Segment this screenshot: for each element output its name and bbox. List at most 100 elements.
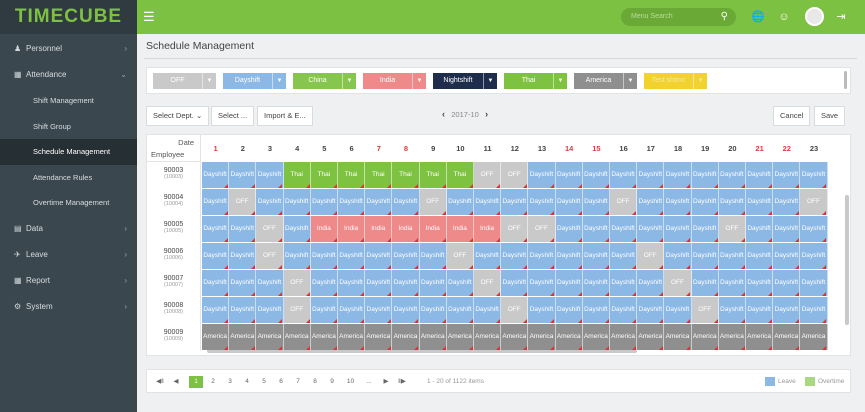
- menu-toggle-icon[interactable]: ☰: [143, 9, 155, 24]
- schedule-cell[interactable]: OFF: [474, 162, 502, 188]
- schedule-cell[interactable]: Dayshift: [365, 189, 393, 215]
- schedule-cell[interactable]: Dayshift: [283, 243, 311, 269]
- schedule-cell[interactable]: Thai: [446, 162, 474, 188]
- schedule-cell[interactable]: Dayshift: [582, 189, 610, 215]
- schedule-cell[interactable]: OFF: [691, 297, 719, 323]
- app-logo[interactable]: TIMECUBE: [0, 0, 137, 34]
- schedule-cell[interactable]: Dayshift: [773, 189, 801, 215]
- schedule-cell[interactable]: Dayshift: [202, 297, 230, 323]
- schedule-cell[interactable]: Dayshift: [664, 297, 692, 323]
- schedule-cell[interactable]: Dayshift: [555, 270, 583, 296]
- schedule-cell[interactable]: Dayshift: [637, 297, 665, 323]
- schedule-cell[interactable]: America: [365, 324, 393, 350]
- chevron-down-icon[interactable]: ▼: [202, 73, 216, 89]
- schedule-cell[interactable]: Dayshift: [746, 243, 774, 269]
- shift-option[interactable]: Thai ▼: [504, 73, 567, 89]
- sidebar-item-shift-group[interactable]: Shift Group: [0, 113, 137, 139]
- schedule-cell[interactable]: Dayshift: [202, 243, 230, 269]
- page-number[interactable]: 2: [211, 378, 215, 385]
- shift-option[interactable]: Dayshift ▼: [223, 73, 286, 89]
- first-page-icon[interactable]: ◀‖: [156, 378, 164, 385]
- schedule-cell[interactable]: Dayshift: [773, 270, 801, 296]
- schedule-cell[interactable]: Dayshift: [610, 216, 638, 242]
- schedule-cell[interactable]: Dayshift: [691, 270, 719, 296]
- schedule-cell[interactable]: America: [392, 324, 420, 350]
- last-page-icon[interactable]: ‖▶: [398, 378, 406, 385]
- schedule-cell[interactable]: OFF: [419, 189, 447, 215]
- schedule-cell[interactable]: Dayshift: [392, 270, 420, 296]
- sidebar-group-data[interactable]: ▤ Data ›: [0, 216, 137, 242]
- shift-option[interactable]: Test shtmc ▼: [644, 73, 707, 89]
- page-number[interactable]: ...: [366, 378, 372, 385]
- schedule-cell[interactable]: Dayshift: [256, 297, 284, 323]
- schedule-cell[interactable]: America: [610, 324, 638, 350]
- schedule-cell[interactable]: Dayshift: [610, 270, 638, 296]
- schedule-cell[interactable]: OFF: [501, 162, 529, 188]
- shift-option[interactable]: OFF ▼: [153, 73, 216, 89]
- schedule-cell[interactable]: Dayshift: [637, 162, 665, 188]
- schedule-cell[interactable]: Dayshift: [419, 297, 447, 323]
- next-month-icon[interactable]: ›: [485, 109, 489, 119]
- chevron-down-icon[interactable]: ▼: [483, 73, 497, 89]
- page-number[interactable]: 6: [279, 378, 283, 385]
- schedule-cell[interactable]: Dayshift: [338, 297, 366, 323]
- schedule-cell[interactable]: Thai: [419, 162, 447, 188]
- shift-option[interactable]: America ▼: [574, 73, 637, 89]
- schedule-cell[interactable]: Dayshift: [555, 216, 583, 242]
- schedule-cell[interactable]: Dayshift: [310, 270, 338, 296]
- schedule-cell[interactable]: OFF: [637, 243, 665, 269]
- schedule-cell[interactable]: America: [582, 324, 610, 350]
- schedule-cell[interactable]: Dayshift: [718, 243, 746, 269]
- schedule-cell[interactable]: Dayshift: [800, 297, 828, 323]
- schedule-cell[interactable]: India: [392, 216, 420, 242]
- schedule-cell[interactable]: Dayshift: [637, 216, 665, 242]
- schedule-cell[interactable]: Dayshift: [229, 243, 257, 269]
- schedule-cell[interactable]: America: [528, 324, 556, 350]
- schedule-cell[interactable]: Dayshift: [610, 162, 638, 188]
- sidebar-item-shift-management[interactable]: Shift Management: [0, 88, 137, 114]
- schedule-cell[interactable]: Dayshift: [501, 189, 529, 215]
- page-number[interactable]: 9: [330, 378, 334, 385]
- next-page-icon[interactable]: ▶: [383, 378, 389, 385]
- schedule-cell[interactable]: Dayshift: [229, 216, 257, 242]
- schedule-cell[interactable]: Dayshift: [474, 189, 502, 215]
- schedule-cell[interactable]: Dayshift: [310, 243, 338, 269]
- select-dept-dropdown[interactable]: Select Dept. ⌄: [146, 106, 210, 126]
- schedule-cell[interactable]: Dayshift: [501, 270, 529, 296]
- schedule-cell[interactable]: OFF: [528, 216, 556, 242]
- page-number[interactable]: 8: [313, 378, 317, 385]
- schedule-cell[interactable]: Thai: [392, 162, 420, 188]
- schedule-cell[interactable]: America: [800, 324, 828, 350]
- schedule-cell[interactable]: Dayshift: [691, 216, 719, 242]
- schedule-cell[interactable]: Dayshift: [256, 270, 284, 296]
- schedule-cell[interactable]: Dayshift: [637, 189, 665, 215]
- chevron-down-icon[interactable]: ▼: [412, 73, 426, 89]
- schedule-cell[interactable]: Dayshift: [746, 297, 774, 323]
- schedule-cell[interactable]: Dayshift: [310, 189, 338, 215]
- page-number[interactable]: 4: [245, 378, 249, 385]
- schedule-cell[interactable]: Dayshift: [773, 216, 801, 242]
- schedule-cell[interactable]: Dayshift: [419, 270, 447, 296]
- schedule-cell[interactable]: Dayshift: [664, 189, 692, 215]
- schedule-cell[interactable]: America: [446, 324, 474, 350]
- schedule-cell[interactable]: Dayshift: [691, 243, 719, 269]
- schedule-cell[interactable]: OFF: [664, 270, 692, 296]
- schedule-cell[interactable]: OFF: [256, 216, 284, 242]
- scrollbar[interactable]: [844, 71, 847, 89]
- schedule-cell[interactable]: Dayshift: [773, 297, 801, 323]
- schedule-cell[interactable]: Dayshift: [718, 297, 746, 323]
- schedule-cell[interactable]: OFF: [800, 189, 828, 215]
- schedule-cell[interactable]: Dayshift: [419, 243, 447, 269]
- shift-option[interactable]: India ▼: [363, 73, 426, 89]
- schedule-cell[interactable]: Dayshift: [555, 189, 583, 215]
- schedule-cell[interactable]: India: [446, 216, 474, 242]
- schedule-cell[interactable]: Dayshift: [202, 189, 230, 215]
- page-number[interactable]: 5: [262, 378, 266, 385]
- schedule-cell[interactable]: Dayshift: [338, 270, 366, 296]
- schedule-cell[interactable]: Dayshift: [664, 162, 692, 188]
- schedule-cell[interactable]: Dayshift: [392, 243, 420, 269]
- schedule-cell[interactable]: Dayshift: [800, 243, 828, 269]
- schedule-cell[interactable]: Dayshift: [664, 216, 692, 242]
- schedule-cell[interactable]: Thai: [338, 162, 366, 188]
- schedule-cell[interactable]: Dayshift: [528, 297, 556, 323]
